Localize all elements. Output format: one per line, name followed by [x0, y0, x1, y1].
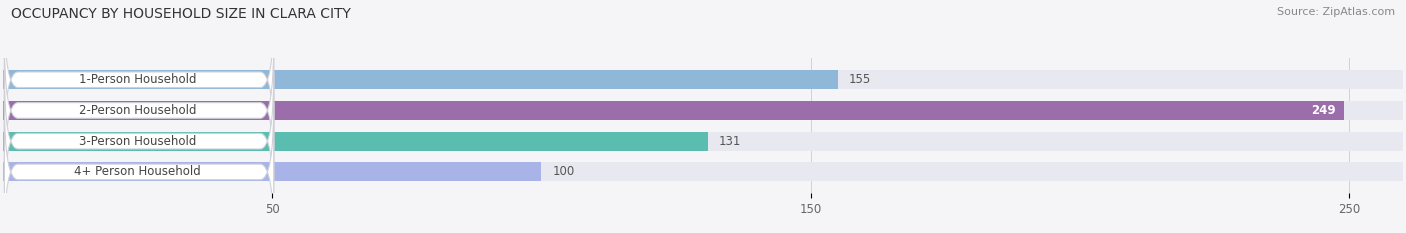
Text: Source: ZipAtlas.com: Source: ZipAtlas.com: [1277, 7, 1395, 17]
Bar: [3, 70, 838, 89]
Text: 1-Person Household: 1-Person Household: [79, 73, 197, 86]
Text: 155: 155: [848, 73, 870, 86]
Text: 3-Person Household: 3-Person Household: [79, 135, 197, 148]
Bar: [3, 162, 1403, 182]
Text: OCCUPANCY BY HOUSEHOLD SIZE IN CLARA CITY: OCCUPANCY BY HOUSEHOLD SIZE IN CLARA CIT…: [11, 7, 352, 21]
Text: 2-Person Household: 2-Person Household: [79, 104, 197, 117]
Bar: [3, 162, 541, 182]
Bar: [3, 132, 1403, 151]
Bar: [3, 132, 709, 151]
Bar: [3, 101, 1403, 120]
FancyBboxPatch shape: [4, 103, 274, 233]
Text: 131: 131: [718, 135, 741, 148]
FancyBboxPatch shape: [4, 72, 274, 210]
Bar: [3, 70, 1403, 89]
Bar: [3, 132, 1403, 151]
FancyBboxPatch shape: [4, 41, 274, 179]
Bar: [3, 70, 1403, 89]
Bar: [3, 101, 1403, 120]
Bar: [3, 101, 1344, 120]
FancyBboxPatch shape: [4, 11, 274, 149]
Text: 4+ Person Household: 4+ Person Household: [75, 165, 201, 178]
Text: 249: 249: [1312, 104, 1336, 117]
Text: 100: 100: [553, 165, 575, 178]
Bar: [3, 162, 1403, 182]
